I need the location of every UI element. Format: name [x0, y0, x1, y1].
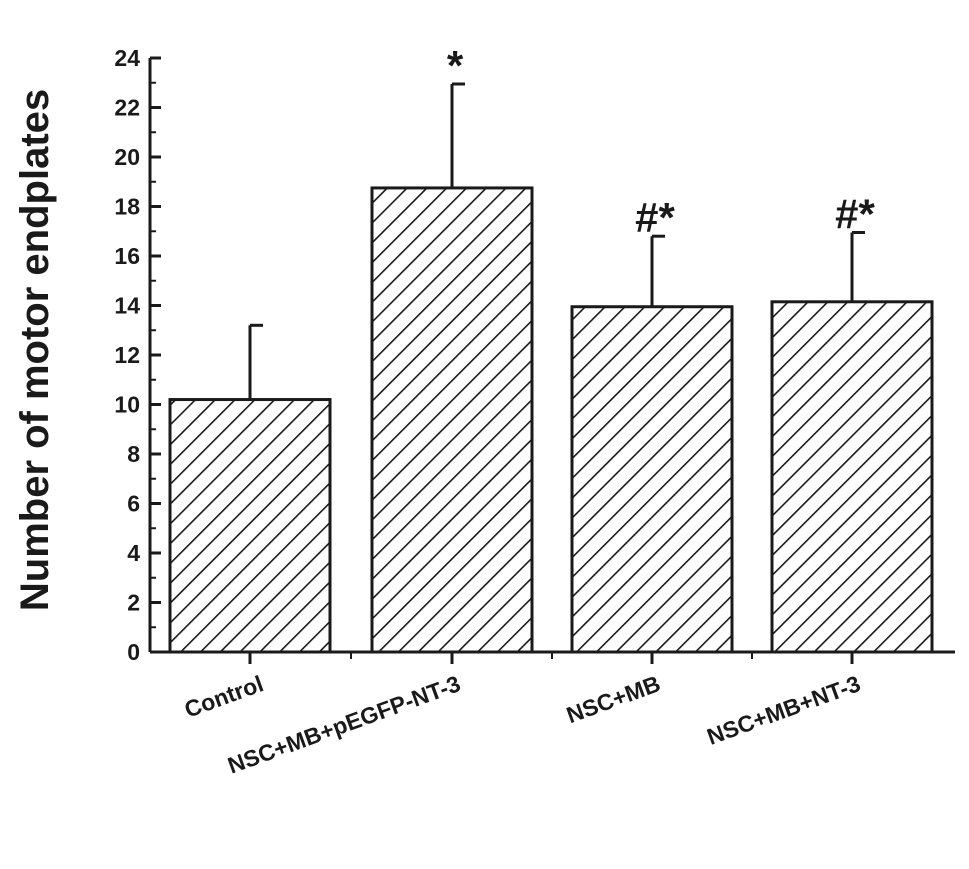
y-tick-label: 2	[127, 590, 140, 616]
bar	[570, 305, 734, 654]
x-tick-label: Control	[181, 670, 267, 722]
bar	[168, 398, 332, 654]
y-tick-label: 24	[114, 45, 140, 71]
y-tick-label: 10	[114, 392, 140, 418]
bars-layer	[168, 82, 934, 654]
bar-annotation: #*	[635, 194, 675, 241]
y-axis-title: Number of motor endplates	[13, 89, 57, 611]
y-tick-label: 14	[114, 293, 140, 319]
y-tick-label: 8	[127, 441, 140, 467]
y-tick-label: 0	[127, 639, 140, 665]
y-tick-label: 6	[127, 491, 140, 517]
bar-annotation: #*	[835, 190, 875, 237]
bar	[770, 300, 934, 654]
y-tick-label: 22	[114, 95, 140, 121]
y-tick-label: 18	[114, 194, 140, 220]
x-tick-label: NSC+MB	[563, 670, 664, 728]
x-tick-label: NSC+MB+NT-3	[703, 670, 863, 750]
y-tick-label: 16	[114, 243, 140, 269]
y-tick-label: 20	[114, 144, 140, 170]
y-tick-label: 12	[114, 342, 140, 368]
axes-layer	[148, 56, 955, 664]
bar-annotation: *	[447, 42, 464, 89]
bar	[370, 186, 534, 654]
y-tick-label: 4	[127, 540, 140, 566]
